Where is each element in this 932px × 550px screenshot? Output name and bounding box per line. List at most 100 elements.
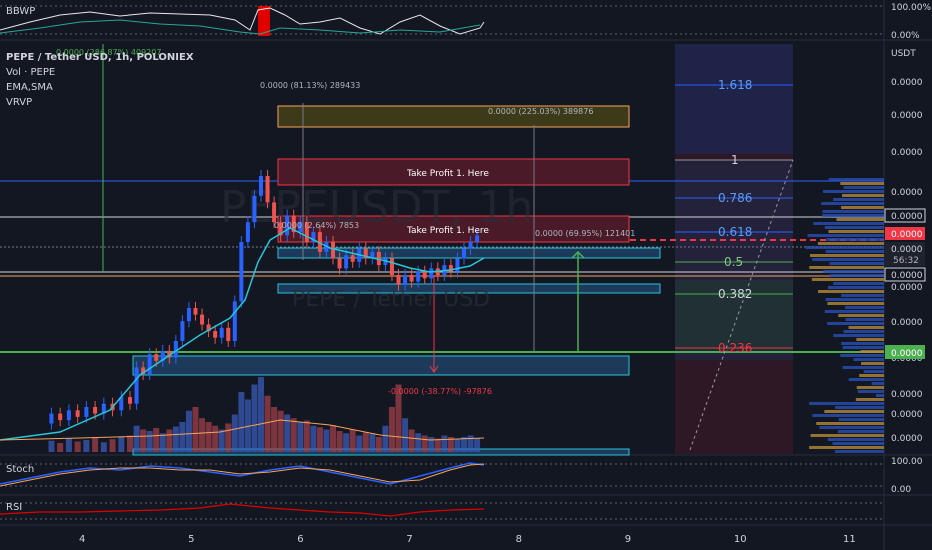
volume-bar — [118, 437, 125, 452]
candle — [128, 397, 133, 404]
fib-5-label: 0.5 — [724, 255, 743, 269]
candle — [370, 251, 375, 259]
vrvp-bar — [823, 270, 884, 273]
candle — [219, 327, 224, 338]
vrvp-bar — [817, 242, 884, 245]
candle — [409, 275, 414, 282]
candle — [167, 350, 172, 358]
vrvp-bar — [824, 410, 884, 413]
vrvp-bar — [855, 398, 884, 401]
vrvp-bar — [827, 302, 884, 305]
volume-bar — [434, 438, 441, 452]
take-profit-box-2[interactable] — [277, 215, 630, 243]
vrvp-bar — [829, 274, 884, 277]
volume-bar — [192, 407, 199, 452]
x-tick-label: 6 — [297, 534, 303, 545]
candle — [265, 176, 270, 203]
vrvp-bar — [809, 402, 884, 405]
vrvp-bar — [836, 218, 884, 221]
volume-bar — [382, 425, 389, 452]
volume-bar — [323, 429, 330, 452]
candle — [226, 327, 231, 341]
price-tag-red: 0.0000 — [891, 230, 923, 240]
volume-group — [48, 377, 481, 452]
vrvp-bar — [825, 298, 884, 301]
vrvp-bar — [832, 442, 884, 445]
vrvp-bar — [833, 334, 884, 337]
vrvp-bar — [824, 226, 884, 229]
vrvp-histogram — [805, 178, 884, 453]
volume-bar — [330, 425, 337, 452]
vrvp-bar — [829, 262, 884, 265]
vrvp-bar — [805, 246, 884, 249]
candle — [311, 232, 316, 242]
vrvp-bar — [822, 214, 884, 217]
target-box-orange[interactable] — [277, 105, 630, 128]
measure-label-5: 0.0000 (2.64%) 7853 — [274, 221, 359, 230]
price-tick-label: 0.0000 — [891, 78, 923, 88]
volume-bar — [251, 384, 258, 452]
x-tick-label: 5 — [188, 534, 194, 545]
volume-bar — [127, 435, 134, 452]
price-tick-label: 0.0000 — [891, 283, 923, 293]
price-tag-now-bg — [885, 242, 925, 266]
candle — [403, 275, 408, 285]
arrow-head-green — [571, 250, 585, 259]
vrvp-bar — [833, 282, 884, 285]
price-tag-1-bg — [884, 208, 926, 223]
volume-bar — [362, 432, 369, 452]
vrvp-bar — [834, 450, 884, 453]
x-tick-label: 11 — [843, 534, 856, 545]
candle — [317, 232, 322, 252]
candle — [376, 251, 381, 266]
zone-box-3[interactable] — [132, 355, 630, 376]
vrvp-bar — [860, 350, 884, 353]
vrvp-bar — [842, 346, 884, 349]
volume-bar — [199, 418, 206, 452]
candle — [186, 308, 191, 322]
volume-bar — [205, 422, 212, 452]
vrvp-bar — [840, 294, 884, 297]
vrvp-bar — [818, 290, 884, 293]
stoch-d — [0, 463, 485, 487]
zone-box-2[interactable] — [277, 283, 661, 294]
sma-line — [0, 419, 485, 441]
vrvp-bar — [809, 254, 884, 257]
volume-bar — [388, 407, 395, 452]
volume-bar — [225, 423, 232, 452]
candle — [416, 271, 421, 282]
volume-bar — [271, 407, 278, 452]
vrvp-bar — [827, 438, 884, 441]
vrvp-bar — [837, 430, 884, 433]
vrvp-bar — [843, 186, 884, 189]
vol-label: Vol · PEPE — [6, 67, 55, 78]
vrvp-bar — [828, 230, 884, 233]
volume-bar — [303, 420, 310, 452]
take-profit-box-1[interactable] — [277, 158, 630, 186]
price-tag-1: 0.0000 — [891, 212, 923, 222]
vrvp-bar — [827, 286, 884, 289]
vrvp-bar — [838, 418, 884, 421]
price-tag-2: 0.0000 — [891, 271, 923, 281]
candle — [298, 222, 303, 233]
bbwp-axis-100: 100.00% — [891, 3, 931, 13]
fib-236-label: 0.236 — [718, 341, 752, 355]
x-tick-label: 10 — [734, 534, 747, 545]
vrvp-bar — [816, 422, 884, 425]
watermark-sub: PEPE / Tether USD — [292, 287, 490, 312]
candles-group — [49, 170, 480, 430]
volume-bar — [402, 418, 409, 452]
volume-bar — [467, 435, 474, 452]
candle — [141, 367, 146, 374]
bbwp-line — [0, 7, 485, 35]
candle — [206, 324, 211, 332]
volume-bar — [100, 442, 107, 452]
volume-bar — [166, 429, 173, 452]
price-tag-2-bg — [884, 267, 926, 282]
vrvp-bar — [863, 370, 884, 373]
volume-bar — [428, 437, 435, 452]
vrvp-bar — [838, 314, 884, 317]
volume-bar — [290, 418, 297, 452]
